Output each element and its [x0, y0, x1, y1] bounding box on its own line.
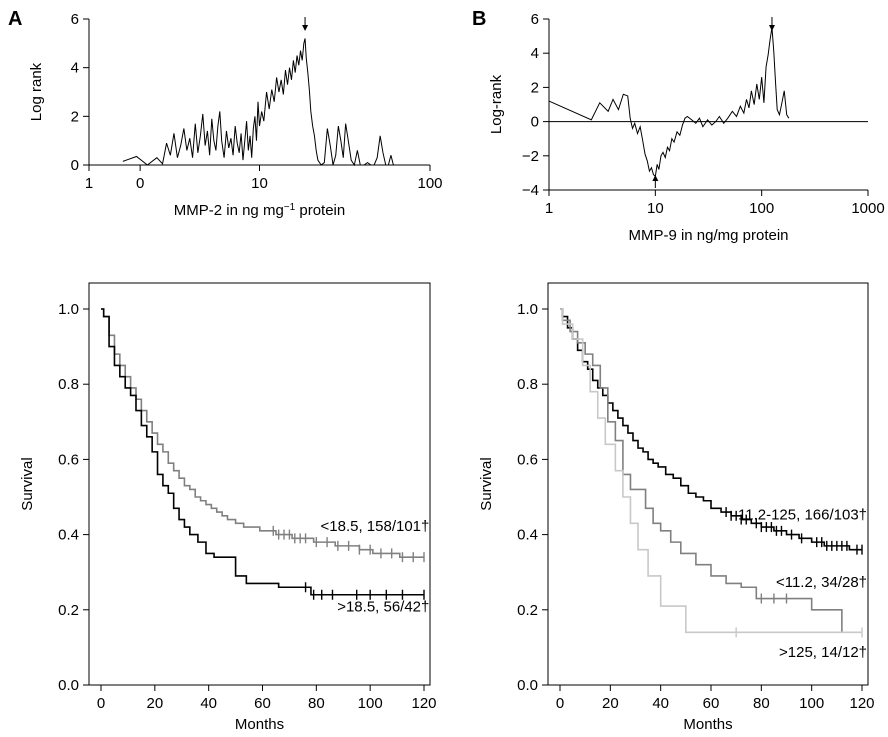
x-tick-label: 100 — [749, 200, 774, 217]
series-line-2 — [560, 308, 862, 634]
y-tick-label: −4 — [522, 182, 539, 199]
y-tick-label: 1.0 — [58, 301, 79, 318]
chart-a-top: 1 10 100 0 0 2 4 6 MMP-2 in ng mg−1 protein Log r… — [28, 11, 443, 219]
x-tick-label: 0 — [136, 175, 144, 192]
x-tick-label: 20 — [602, 695, 619, 712]
arrow-head-down — [302, 25, 309, 31]
y-tick-label: 0.0 — [58, 677, 79, 694]
y-axis-title: Survival — [19, 457, 36, 510]
x-axis-title: MMP-2 in ng mg−1 protein — [174, 202, 346, 220]
y-tick-label: 4 — [71, 60, 79, 77]
x-axis-title-part: protein — [295, 202, 345, 219]
y-tick-label: 0 — [71, 157, 79, 174]
y-tick-label: 0.0 — [517, 677, 538, 694]
series-annotation: <11.2, 34/28† — [776, 574, 867, 591]
series-line-1 — [101, 308, 424, 596]
x-tick-label: 10 — [647, 200, 664, 217]
y-tick-label: 6 — [531, 11, 539, 28]
series-annotation: 11.2-125, 166/103† — [738, 507, 867, 524]
series-annotation: >18.5, 56/42† — [337, 599, 429, 616]
x-axis-title-part: MMP-9 in ng/mg protein — [628, 227, 788, 244]
x-tick-label: 120 — [849, 695, 874, 712]
y-tick-label: 0.6 — [517, 451, 538, 468]
x-tick-label: 0 — [97, 695, 105, 712]
x-tick-label: 1000 — [851, 200, 884, 217]
y-tick-label: 0.4 — [517, 527, 538, 544]
x-tick-label: 1 — [545, 200, 553, 217]
x-tick-label: 20 — [146, 695, 163, 712]
x-tick-label: 80 — [753, 695, 770, 712]
arrow-head-down — [768, 25, 775, 31]
y-tick-label: 1.0 — [517, 301, 538, 318]
y-axis-title: Log rank — [28, 62, 45, 121]
series-line-1 — [560, 308, 843, 633]
y-tick-label: 0.8 — [58, 376, 79, 393]
plot-frame — [547, 282, 869, 686]
chart-b-top: 1 10 100 1000 −4 −2 0 2 4 6 MMP-9 in ng/mg protein… — [488, 11, 885, 244]
x-tick-label: 100 — [358, 695, 383, 712]
x-axis-title: Months — [235, 716, 284, 733]
x-tick-label: 100 — [799, 695, 824, 712]
series-line-0 — [122, 38, 396, 167]
y-tick-label: −2 — [522, 148, 539, 165]
y-tick-label: 2 — [531, 79, 539, 96]
x-tick-label: 40 — [200, 695, 217, 712]
y-tick-label: 2 — [71, 108, 79, 125]
series-line-0 — [101, 308, 424, 558]
x-tick-label: 60 — [254, 695, 271, 712]
plot-frame — [88, 282, 431, 686]
y-tick-label: 0.2 — [58, 602, 79, 619]
y-tick-label: 0.4 — [58, 527, 79, 544]
arrow-head-up — [652, 175, 659, 181]
y-axis-title: Survival — [478, 457, 495, 510]
chart-a-bottom: 0 20 40 60 80 100 120 0.0 0.2 0.4 0.6 0.8 1.0 Months S… — [19, 282, 437, 733]
x-tick-label: 1 — [85, 175, 93, 192]
x-tick-label: 40 — [652, 695, 669, 712]
y-tick-label: 0 — [531, 114, 539, 131]
x-tick-label: 10 — [251, 175, 268, 192]
series-annotation: >125, 14/12† — [779, 644, 867, 661]
y-axis-title: Log-rank — [488, 74, 505, 134]
x-axis-title: Months — [683, 716, 732, 733]
panel-label-a: A — [8, 8, 22, 30]
y-tick-label: 0.8 — [517, 376, 538, 393]
series-annotation: <18.5, 158/101† — [321, 518, 430, 535]
x-tick-label: 80 — [308, 695, 325, 712]
x-axis-title-part: MMP-2 in ng mg — [174, 202, 284, 219]
y-tick-label: 4 — [531, 45, 539, 62]
y-tick-label: 0.2 — [517, 602, 538, 619]
y-tick-label: 6 — [71, 11, 79, 28]
x-axis-title: MMP-9 in ng/mg protein — [628, 227, 788, 244]
x-tick-label: 120 — [411, 695, 436, 712]
x-axis-title-part: −1 — [284, 202, 296, 213]
series-line-0 — [560, 308, 862, 551]
series-line-0 — [548, 27, 790, 178]
chart-b-bottom: 0 20 40 60 80 100 120 0.0 0.2 0.4 0.6 0.8 1.0 Months S… — [478, 282, 875, 733]
x-tick-label: 60 — [703, 695, 720, 712]
x-tick-label: 0 — [556, 695, 564, 712]
y-tick-label: 0.6 — [58, 451, 79, 468]
x-tick-label: 100 — [417, 175, 442, 192]
panel-label-b: B — [472, 8, 486, 30]
